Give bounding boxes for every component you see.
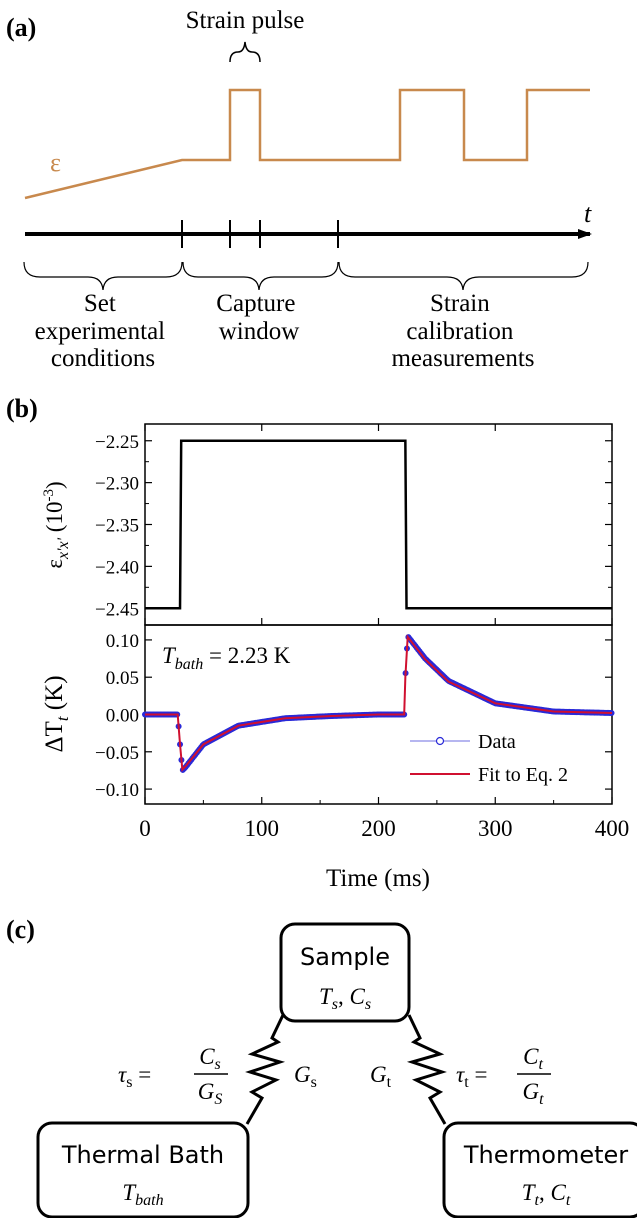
legend: Data Fit to Eq. 2 [410, 731, 568, 786]
y-tick-label: −2.35 [95, 516, 139, 537]
strain-pulse-label: Strain pulse [186, 7, 305, 34]
y-tick-label: −2.30 [95, 474, 139, 495]
strain-pulse-brace [229, 41, 261, 63]
y-tick-label: −2.45 [95, 599, 139, 620]
y-tick-label: −0.10 [95, 780, 139, 801]
epsilon-label: ε [50, 148, 61, 177]
panel-b: (b) −2.25−2.30−2.35−2.40−2.45 0.100.050.… [6, 394, 629, 892]
resistor-g-s [245, 1014, 286, 1125]
panel-b-label: (b) [6, 394, 38, 423]
thermometer-box [442, 1121, 637, 1218]
resistor-g-t [406, 1014, 447, 1125]
top-plot-ylabel: εx'x' (10-3) [41, 481, 72, 568]
sample-title: Sample [300, 943, 390, 971]
y-tick-label: 0.05 [106, 668, 139, 689]
tau-s-numerator: Cs [199, 1044, 221, 1073]
thermometer-title: Thermometer [463, 1141, 628, 1169]
legend-fit-label: Fit to Eq. 2 [478, 764, 568, 786]
y-tick-label: −0.05 [95, 743, 139, 764]
segment-brace [338, 261, 589, 291]
tau-t-equation: τt = Ct Gt [456, 1044, 551, 1108]
bottom-plot-ticks: 0.10 0.05 0.00 −0.05 −0.100 100 200 300 400 [95, 631, 629, 841]
y-tick-label: 0.00 [106, 706, 139, 727]
top-plot-ticks: −2.25 −2.30 −2.35 −2.40 −2.45 [95, 424, 613, 625]
legend-data-label: Data [478, 731, 516, 753]
top-plot-frame [144, 423, 613, 626]
tau-t-numerator: Ct [523, 1044, 543, 1073]
segment-label-capture-window: Capture window [216, 290, 301, 345]
thermometer-params: Tt, Ct [522, 1180, 571, 1209]
segment-label-set-conditions: Set experimental conditions [35, 290, 172, 372]
y-tick-label: −2.40 [95, 557, 139, 578]
fit-series-line [145, 634, 613, 772]
x-tick-label: 100 [245, 816, 280, 841]
sample-params: Ts, Cs [319, 984, 371, 1013]
t-axis-label: t [584, 199, 592, 228]
top-plot-trace [145, 439, 612, 610]
tau-s-denominator: GS [198, 1079, 223, 1108]
thermal-bath-box [36, 1121, 250, 1218]
strain-trace [24, 88, 590, 200]
legend-data-marker [435, 736, 445, 746]
thermal-bath-title: Thermal Bath [61, 1141, 224, 1169]
g-t-label: Gt [370, 1062, 392, 1091]
panel-a: (a) Strain pulse ε t Set experimental co… [6, 7, 592, 372]
x-axis-label: Time (ms) [326, 865, 430, 892]
bottom-plot-data [141, 634, 615, 773]
y-tick-label: 0.10 [106, 631, 139, 652]
strain-series-line [145, 439, 612, 610]
bath-temperature-annotation: Tbath = 2.23 K [162, 643, 291, 673]
segment-label-strain-calibration: Strain calibration measurements [391, 290, 534, 372]
x-tick-label: 200 [361, 816, 396, 841]
tau-s-lhs: τs = [118, 1062, 151, 1091]
x-tick-label: 0 [139, 816, 151, 841]
panel-a-label: (a) [6, 13, 36, 42]
bottom-plot-ylabel: ΔTt (K) [41, 675, 72, 752]
segment-brace [23, 261, 183, 291]
panel-c: (c) Sample Ts, Cs Thermal Bath Tbath The… [6, 915, 637, 1218]
tau-t-lhs: τt = [456, 1062, 487, 1091]
y-tick-label: −2.25 [95, 432, 139, 453]
thermal-bath-temperature: Tbath [122, 1180, 163, 1209]
tau-t-denominator: Gt [522, 1079, 544, 1108]
panel-c-label: (c) [6, 915, 35, 944]
segment-brace [182, 261, 339, 291]
x-tick-label: 400 [595, 816, 630, 841]
g-s-label: Gs [294, 1062, 317, 1091]
tau-s-equation: τs = Cs GS [118, 1044, 228, 1108]
x-tick-label: 300 [478, 816, 513, 841]
sample-box [279, 922, 411, 1023]
